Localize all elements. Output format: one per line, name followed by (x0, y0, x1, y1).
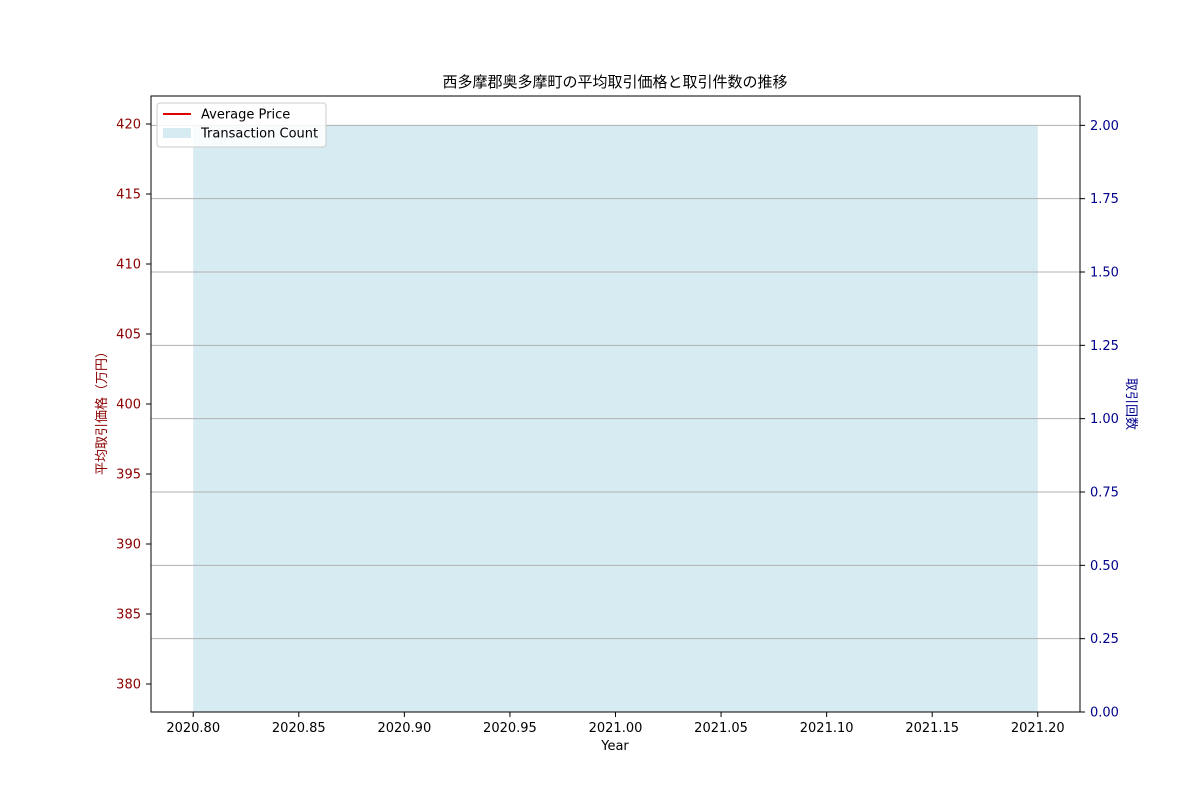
left-tick-label: 405 (116, 328, 141, 343)
right-tick-label: 1.00 (1090, 412, 1119, 427)
x-axis-ticks: 2020.80 2020.85 2020.90 2020.95 2021.00 2021.… (166, 712, 1065, 736)
right-tick-label: 0.25 (1090, 632, 1119, 647)
x-tick-label: 2021.05 (694, 721, 748, 736)
x-tick-label: 2020.90 (377, 721, 431, 736)
left-tick-label: 385 (116, 608, 141, 623)
legend: Average Price Transaction Count (156, 102, 327, 148)
left-tick-label: 410 (116, 258, 141, 273)
legend-label-transaction-count: Transaction Count (200, 127, 318, 142)
legend-bar-swatch (163, 128, 191, 138)
right-tick-label: 2.00 (1090, 119, 1119, 134)
x-tick-label: 2021.20 (1011, 721, 1065, 736)
right-tick-label: 1.75 (1090, 192, 1119, 207)
left-tick-label: 380 (116, 678, 141, 693)
left-axis-ticks: 380 385 390 395 400 405 410 415 420 (116, 118, 151, 693)
right-tick-label: 1.50 (1090, 266, 1119, 281)
x-tick-label: 2021.15 (905, 721, 959, 736)
x-axis-label: Year (600, 739, 629, 754)
right-axis-label: 取引回数 (1123, 378, 1138, 430)
x-tick-label: 2021.10 (800, 721, 854, 736)
x-tick-label: 2020.85 (272, 721, 326, 736)
left-tick-label: 395 (116, 468, 141, 483)
right-tick-label: 1.25 (1090, 339, 1119, 354)
right-tick-label: 0.50 (1090, 559, 1119, 574)
x-tick-label: 2020.80 (166, 721, 220, 736)
legend-label-average-price: Average Price (201, 108, 290, 123)
x-tick-label: 2021.00 (589, 721, 643, 736)
right-tick-label: 0.75 (1090, 486, 1119, 501)
left-axis-label: 平均取引価格（万円） (94, 345, 110, 475)
chart-title: 西多摩郡奥多摩町の平均取引価格と取引件数の推移 (442, 73, 787, 91)
left-tick-label: 420 (116, 118, 141, 133)
left-tick-label: 400 (116, 398, 141, 413)
x-tick-label: 2020.95 (483, 721, 537, 736)
right-axis-ticks: 0.00 0.25 0.50 0.75 1.00 1.25 1.50 1.75 2.00 (1080, 119, 1119, 721)
legend-box (156, 102, 327, 148)
right-tick-label: 0.00 (1090, 706, 1119, 721)
left-tick-label: 390 (116, 538, 141, 553)
left-tick-label: 415 (116, 188, 141, 203)
